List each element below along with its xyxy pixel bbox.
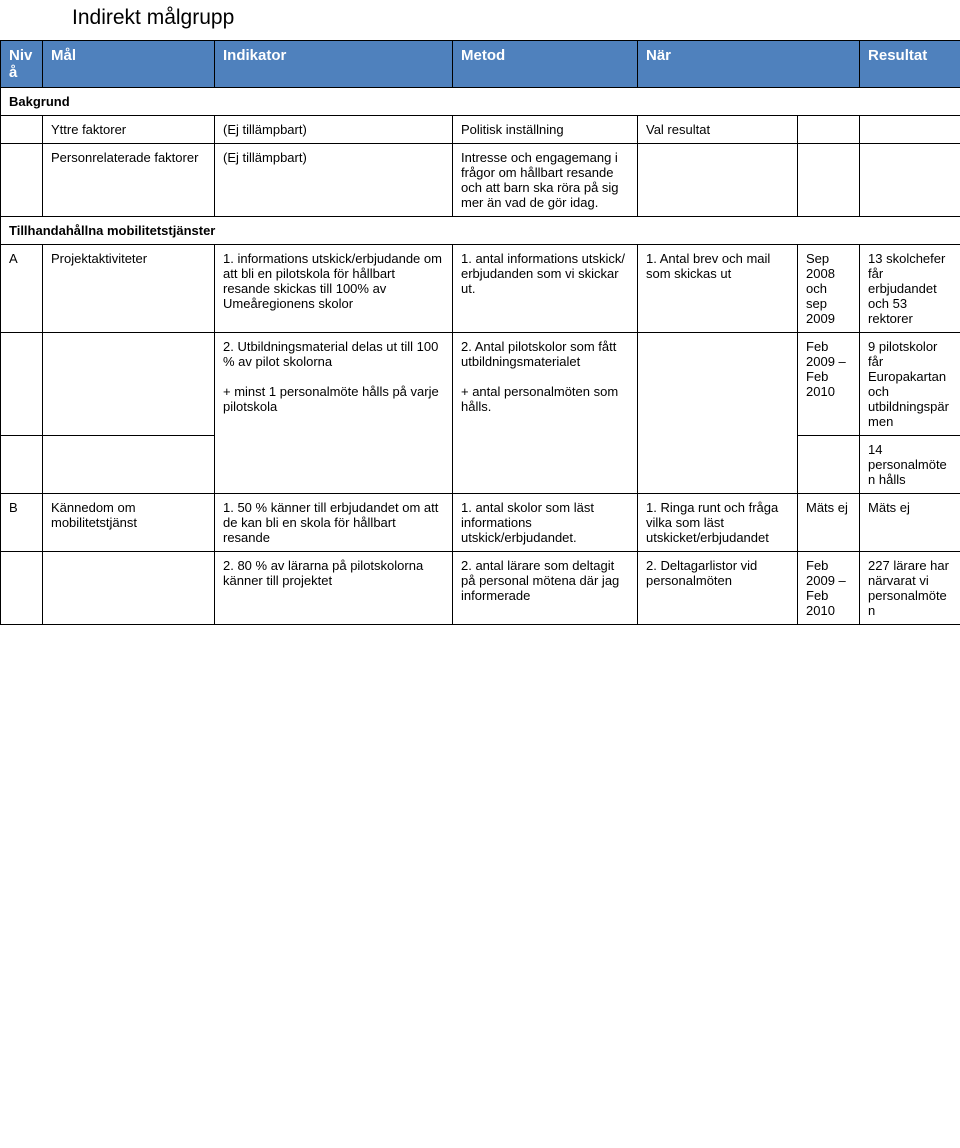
th-nar: När [638, 41, 860, 88]
cell: 1. Antal brev och mail som skickas ut [638, 245, 798, 333]
cell [1, 436, 43, 494]
cell [1, 552, 43, 625]
cell [43, 552, 215, 625]
cell: Feb 2009 – Feb 2010 [798, 552, 860, 625]
cell: 1. informations utskick/erbjudande om at… [215, 245, 453, 333]
cell: 1. antal informations utskick/ erbjudand… [453, 245, 638, 333]
cell [1, 144, 43, 217]
row-yttre: Yttre faktorer (Ej tillämpbart) Politisk… [1, 116, 960, 144]
cell [1, 333, 43, 436]
th-metod: Metod [453, 41, 638, 88]
section-bakgrund: Bakgrund [1, 88, 960, 116]
cell: 1. antal skolor som läst informations ut… [453, 494, 638, 552]
cell: 1. 50 % känner till erbjudandet om att d… [215, 494, 453, 552]
cell [860, 116, 960, 144]
cell [798, 144, 860, 217]
cell: Projektaktiviteter [43, 245, 215, 333]
cell: 2. Utbildningsmaterial delas ut till 100… [215, 333, 453, 494]
cell [798, 116, 860, 144]
cell: (Ej tillämpbart) [215, 116, 453, 144]
cell: 2. 80 % av lärarna på pilotskolorna känn… [215, 552, 453, 625]
th-mal: Mål [43, 41, 215, 88]
th-niva: Nivå [1, 41, 43, 88]
section-mob-label: Tillhandahållna mobilitetstjänster [1, 217, 960, 245]
cell: 2. Deltagarlistor vid personalmöten [638, 552, 798, 625]
cell: Val resultat [638, 116, 798, 144]
cell: Sep 2008 och sep 2009 [798, 245, 860, 333]
cell: Feb 2009 – Feb 2010 [798, 333, 860, 436]
cell: Mäts ej [860, 494, 960, 552]
section-bakgrund-label: Bakgrund [1, 88, 960, 116]
th-indikator: Indikator [215, 41, 453, 88]
cell [638, 144, 798, 217]
section-mobilitetstjanster: Tillhandahållna mobilitetstjänster [1, 217, 960, 245]
indikator-table: Nivå Mål Indikator Metod När Resultat Ba… [0, 40, 960, 625]
cell: Kännedom om mobilitetstjänst [43, 494, 215, 552]
cell [638, 333, 798, 494]
header-row: Nivå Mål Indikator Metod När Resultat [1, 41, 960, 88]
cell: 1. Ringa runt och fråga vilka som läst u… [638, 494, 798, 552]
cell: 13 skolchefer får erbjudandet och 53 rek… [860, 245, 960, 333]
cell: Politisk inställning [453, 116, 638, 144]
cell [860, 144, 960, 217]
cell: Mäts ej [798, 494, 860, 552]
cell [1, 116, 43, 144]
cell: Yttre faktorer [43, 116, 215, 144]
th-resultat: Resultat [860, 41, 960, 88]
cell: 14 personalmöten hålls [860, 436, 960, 494]
row-projektaktiviteter-2a: 2. Utbildningsmaterial delas ut till 100… [1, 333, 960, 436]
cell: 2. Antal pilotskolor som fått utbildning… [453, 333, 638, 494]
cell: B [1, 494, 43, 552]
page-title: Indirekt målgrupp [72, 6, 960, 30]
row-personrelaterade: Personrelaterade faktorer (Ej tillämpbar… [1, 144, 960, 217]
cell: (Ej tillämpbart) [215, 144, 453, 217]
row-projektaktiviteter-1: A Projektaktiviteter 1. informations uts… [1, 245, 960, 333]
cell [798, 436, 860, 494]
cell: 227 lärare har närvarat vi personalmöten [860, 552, 960, 625]
cell: A [1, 245, 43, 333]
row-kannedom-2: 2. 80 % av lärarna på pilotskolorna känn… [1, 552, 960, 625]
cell: Personrelaterade faktorer [43, 144, 215, 217]
row-kannedom-1: B Kännedom om mobilitetstjänst 1. 50 % k… [1, 494, 960, 552]
cell [43, 333, 215, 436]
cell [43, 436, 215, 494]
cell: 9 pilotskolor får Europakartan och utbil… [860, 333, 960, 436]
cell: Intresse och engagemang i frågor om håll… [453, 144, 638, 217]
cell: 2. antal lärare som deltagit på personal… [453, 552, 638, 625]
